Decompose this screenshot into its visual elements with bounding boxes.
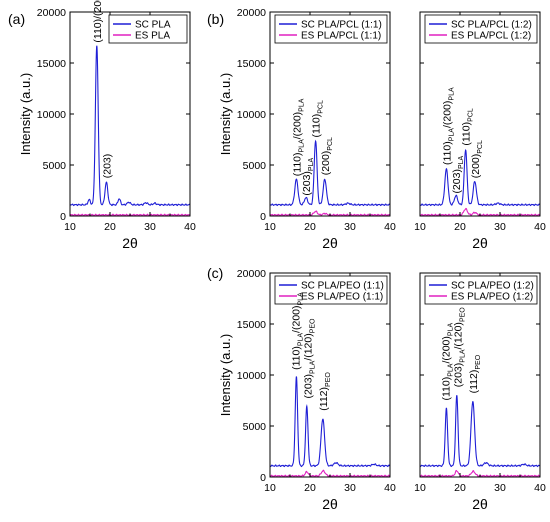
peak-annotation: (110)PCL <box>311 100 325 137</box>
peak-annotation: (200)PCL <box>320 137 334 175</box>
legend-box <box>108 14 188 44</box>
legend: SC PLA/PCL (1:1)ES PLA/PCL (1:1) <box>274 14 388 44</box>
x-tick-label: 20 <box>304 482 316 494</box>
x-tick-label: 30 <box>344 482 356 494</box>
y-tick-label: 5000 <box>243 160 267 172</box>
x-tick-label: 10 <box>264 482 276 494</box>
x-tick-label: 20 <box>454 482 466 494</box>
series-line-sc <box>269 376 391 468</box>
xrd-panel-4: 10 20 30 40 0 5000 10000 15000 20000 2θ Intensity … <box>207 265 396 512</box>
peak-annotation: (203)PLA <box>451 155 465 193</box>
xrd-panel-3: 10 20 30 40 2θ SC PLA/PCL (1:2)ES PLA/PCL (1:… <box>414 11 546 251</box>
legend-entry: ES PLA/PCL (1:2) <box>451 31 531 42</box>
peak-annotation: (203)PLA <box>301 158 315 196</box>
x-axis-label: 2θ <box>472 496 488 512</box>
peak-annotation: (203)PLA/(120)PEO <box>453 307 467 388</box>
x-tick-label: 20 <box>304 221 316 233</box>
peak-annotation: (110)PCL <box>461 108 475 145</box>
legend-entry: ES PLA/PCL (1:1) <box>301 31 381 42</box>
panel-label: (a) <box>8 11 25 27</box>
peak-annotation: (112)PEO <box>318 372 332 411</box>
panel-label: (c) <box>207 265 223 281</box>
y-axis-label: Intensity (a.u.) <box>218 73 233 155</box>
legend-entry: SC PLA/PCL (1:2) <box>451 20 532 31</box>
panel-label: (b) <box>207 11 224 27</box>
peak-annotation: (110)PLA/(200)PLA <box>291 292 305 370</box>
legend-entry: SC PLA/PCL (1:1) <box>301 20 382 31</box>
y-axis-label: Intensity (a.u.) <box>218 334 233 416</box>
y-tick-label: 0 <box>260 211 266 223</box>
legend-box <box>424 275 538 305</box>
x-tick-label: 10 <box>264 221 276 233</box>
x-tick-label: 30 <box>144 221 156 233</box>
peak-annotation: (203) <box>101 154 113 179</box>
legend-entry: SC PLA/PEO (1:1) <box>301 281 384 292</box>
y-tick-label: 20000 <box>37 7 66 19</box>
series-line-sc <box>69 45 191 207</box>
legend: SC PLA/PEO (1:2)ES PLA/PEO (1:2) <box>424 275 538 305</box>
y-axis-label: Intensity (a.u.) <box>18 73 33 155</box>
legend-entry: SC PLA/PEO (1:2) <box>451 281 534 292</box>
peak-annotation: (110)PLA/(200)PLA <box>291 98 305 176</box>
series-line-sc <box>419 395 541 468</box>
x-tick-label: 40 <box>184 221 196 233</box>
x-tick-label: 40 <box>534 482 546 494</box>
y-tick-label: 20000 <box>237 268 266 280</box>
x-axis-label: 2θ <box>322 496 338 512</box>
legend-box <box>424 14 538 44</box>
x-tick-label: 40 <box>384 221 396 233</box>
legend-entry: ES PLA/PEO (1:1) <box>301 292 383 303</box>
y-tick-label: 5000 <box>243 421 267 433</box>
legend: SC PLA/PCL (1:2)ES PLA/PCL (1:2) <box>424 14 538 44</box>
legend-box <box>274 14 388 44</box>
x-tick-label: 20 <box>104 221 116 233</box>
x-tick-label: 10 <box>414 482 426 494</box>
legend-entry: SC PLA <box>135 20 171 31</box>
peak-annotation: (110)/(200) <box>92 0 104 43</box>
x-axis-label: 2θ <box>322 235 338 251</box>
y-tick-label: 10000 <box>237 370 266 382</box>
legend-entry: ES PLA/PEO (1:2) <box>451 292 533 303</box>
x-tick-label: 10 <box>414 221 426 233</box>
peak-annotation: (203)PLA/(120)PEO <box>303 318 317 399</box>
y-tick-label: 15000 <box>37 58 66 70</box>
legend: SC PLA/PEO (1:1)ES PLA/PEO (1:1) <box>274 275 388 305</box>
peak-annotation: (112)PEO <box>468 354 482 393</box>
x-axis-label: 2θ <box>122 235 138 251</box>
y-tick-label: 15000 <box>237 319 266 331</box>
x-tick-label: 10 <box>64 221 76 233</box>
x-tick-label: 40 <box>534 221 546 233</box>
xrd-panel-2: 10 20 30 40 0 5000 10000 15000 20000 2θ Intensity … <box>207 7 396 251</box>
y-tick-label: 20000 <box>237 7 266 19</box>
y-tick-label: 0 <box>60 211 66 223</box>
x-tick-label: 40 <box>384 482 396 494</box>
xrd-panel-5: 10 20 30 40 2θ SC PLA/PEO (1:2)ES PLA/PEO (1:… <box>414 272 546 512</box>
y-tick-label: 5000 <box>43 160 67 172</box>
peak-annotation: (110)PLA/(200)PLA <box>441 323 455 401</box>
x-axis-label: 2θ <box>472 235 488 251</box>
x-tick-label: 30 <box>494 221 506 233</box>
series-line-sc <box>419 149 541 207</box>
y-tick-label: 15000 <box>237 58 266 70</box>
x-tick-label: 30 <box>494 482 506 494</box>
x-tick-label: 20 <box>454 221 466 233</box>
peak-annotation: (110)PLA/(200)PLA <box>441 87 455 165</box>
y-tick-label: 10000 <box>37 109 66 121</box>
y-tick-label: 0 <box>260 472 266 484</box>
legend-box <box>274 275 388 305</box>
x-tick-label: 30 <box>344 221 356 233</box>
series-line-sc <box>269 139 391 207</box>
y-tick-label: 10000 <box>237 109 266 121</box>
xrd-panel-1: 10 20 30 40 0 5000 10000 15000 20000 2θ Intensity … <box>8 0 196 251</box>
peak-annotation: (200)PCL <box>470 140 484 178</box>
legend-entry: ES PLA <box>135 31 170 42</box>
